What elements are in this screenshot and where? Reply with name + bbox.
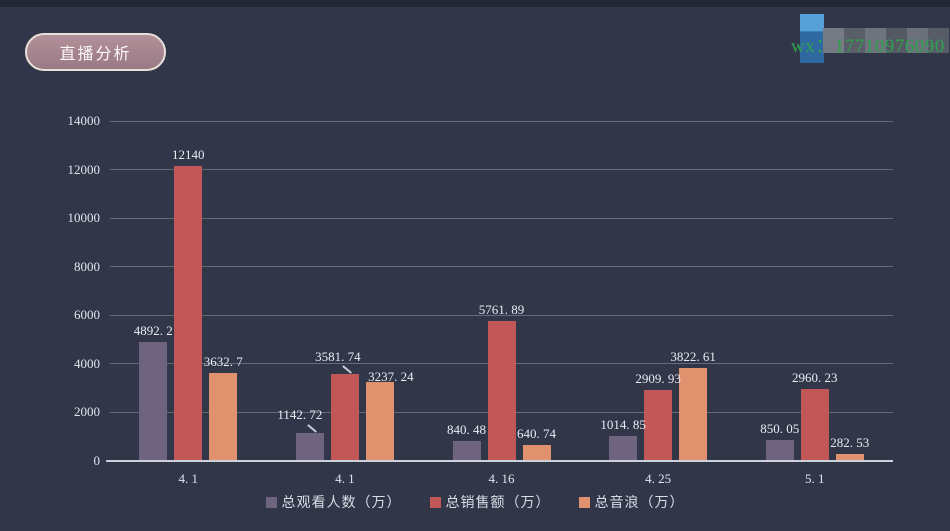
y-axis-tick-label: 14000 xyxy=(67,113,101,128)
x-axis-line xyxy=(106,460,893,462)
y-axis-tick-label: 8000 xyxy=(74,258,100,274)
gridline xyxy=(110,120,893,122)
legend-label: 总观看人数（万） xyxy=(281,494,402,510)
bar-value-label: 840. 48 xyxy=(447,421,486,437)
legend-label: 总音浪（万） xyxy=(594,494,685,510)
bar-value-label: 4892. 2 xyxy=(133,323,173,339)
watermark-gray-block xyxy=(865,28,886,53)
y-axis-tick-label: 12000 xyxy=(67,161,101,177)
legend-item[interactable]: 总观看人数（万） xyxy=(265,492,402,512)
gridline xyxy=(110,266,893,268)
bar-segment[interactable] xyxy=(835,454,864,461)
y-axis-tick-label: 10000 xyxy=(67,210,101,226)
bar-value-label: 12140 xyxy=(172,147,205,163)
legend-item[interactable]: 总销售额（万） xyxy=(429,492,551,512)
bar-segment[interactable] xyxy=(174,166,203,461)
bar-value-label: 282. 53 xyxy=(830,435,870,451)
x-axis-tick-label: 4. 1 xyxy=(335,471,355,486)
bar-value-label: 640. 74 xyxy=(517,426,556,442)
bar-segment[interactable] xyxy=(330,374,359,461)
watermark-gray-blocks xyxy=(823,28,949,53)
bar-value-label: 3632. 7 xyxy=(203,353,243,369)
watermark-gray-block xyxy=(844,28,865,53)
y-axis-tick-label: 6000 xyxy=(74,307,100,323)
bar-value-label: 3822. 61 xyxy=(670,349,716,365)
top-strip xyxy=(0,0,950,7)
bar-value-label: 1142. 72 xyxy=(277,407,323,423)
gridline xyxy=(110,314,893,316)
legend-label: 总销售额（万） xyxy=(445,494,551,510)
label-leader-line xyxy=(342,365,352,374)
y-axis-tick-label: 0 xyxy=(93,453,101,468)
bar-segment[interactable] xyxy=(209,372,238,461)
x-axis-tick-label: 4. 25 xyxy=(645,471,672,486)
y-axis-tick-label: 2000 xyxy=(74,404,100,420)
bar-segment[interactable] xyxy=(452,440,481,461)
bar-segment[interactable] xyxy=(365,382,394,461)
legend-marker-icon xyxy=(265,496,277,508)
watermark-gray-block xyxy=(823,28,844,53)
watermark-gray-block xyxy=(886,28,907,53)
legend-marker-icon xyxy=(429,496,441,508)
gridline xyxy=(110,217,893,219)
bar-segment[interactable] xyxy=(139,342,168,461)
bar-value-label: 5761. 89 xyxy=(478,302,525,318)
bar-segment[interactable] xyxy=(295,433,324,461)
page-title-pill: 直播分析 xyxy=(25,33,166,71)
watermark-gray-block xyxy=(928,28,949,53)
watermark-blue-block xyxy=(800,14,824,63)
bar-value-label: 3237. 24 xyxy=(368,369,414,385)
gridline xyxy=(110,169,893,171)
bar-segment[interactable] xyxy=(487,321,516,461)
bar-segment[interactable] xyxy=(609,436,638,461)
bar-segment[interactable] xyxy=(800,389,829,461)
bar-value-label: 1014. 85 xyxy=(600,417,646,433)
bar-segment[interactable] xyxy=(522,445,551,461)
legend-marker-icon xyxy=(578,496,590,508)
x-axis-tick-label: 5. 1 xyxy=(804,471,825,486)
bar-segment[interactable] xyxy=(644,390,673,461)
y-axis-tick-label: 4000 xyxy=(74,355,100,371)
x-axis-tick-label: 4. 1 xyxy=(178,471,199,486)
chart-legend: 总观看人数（万） 总销售额（万） 总音浪（万） xyxy=(0,492,950,512)
watermark-gray-block xyxy=(907,28,928,53)
page-title: 直播分析 xyxy=(59,46,132,63)
bar-value-label: 3581. 74 xyxy=(315,349,361,364)
bar-value-label: 2909. 93 xyxy=(635,371,681,387)
label-leader-line xyxy=(307,424,317,433)
bar-value-label: 2960. 23 xyxy=(791,370,838,386)
bar-segment[interactable] xyxy=(765,440,794,461)
watermark-text: wx：17710976090 xyxy=(791,36,945,57)
bar-value-label: 850. 05 xyxy=(760,421,800,437)
bar-segment[interactable] xyxy=(679,368,708,461)
legend-item[interactable]: 总音浪（万） xyxy=(578,492,685,512)
x-axis-tick-label: 4. 16 xyxy=(488,471,515,486)
